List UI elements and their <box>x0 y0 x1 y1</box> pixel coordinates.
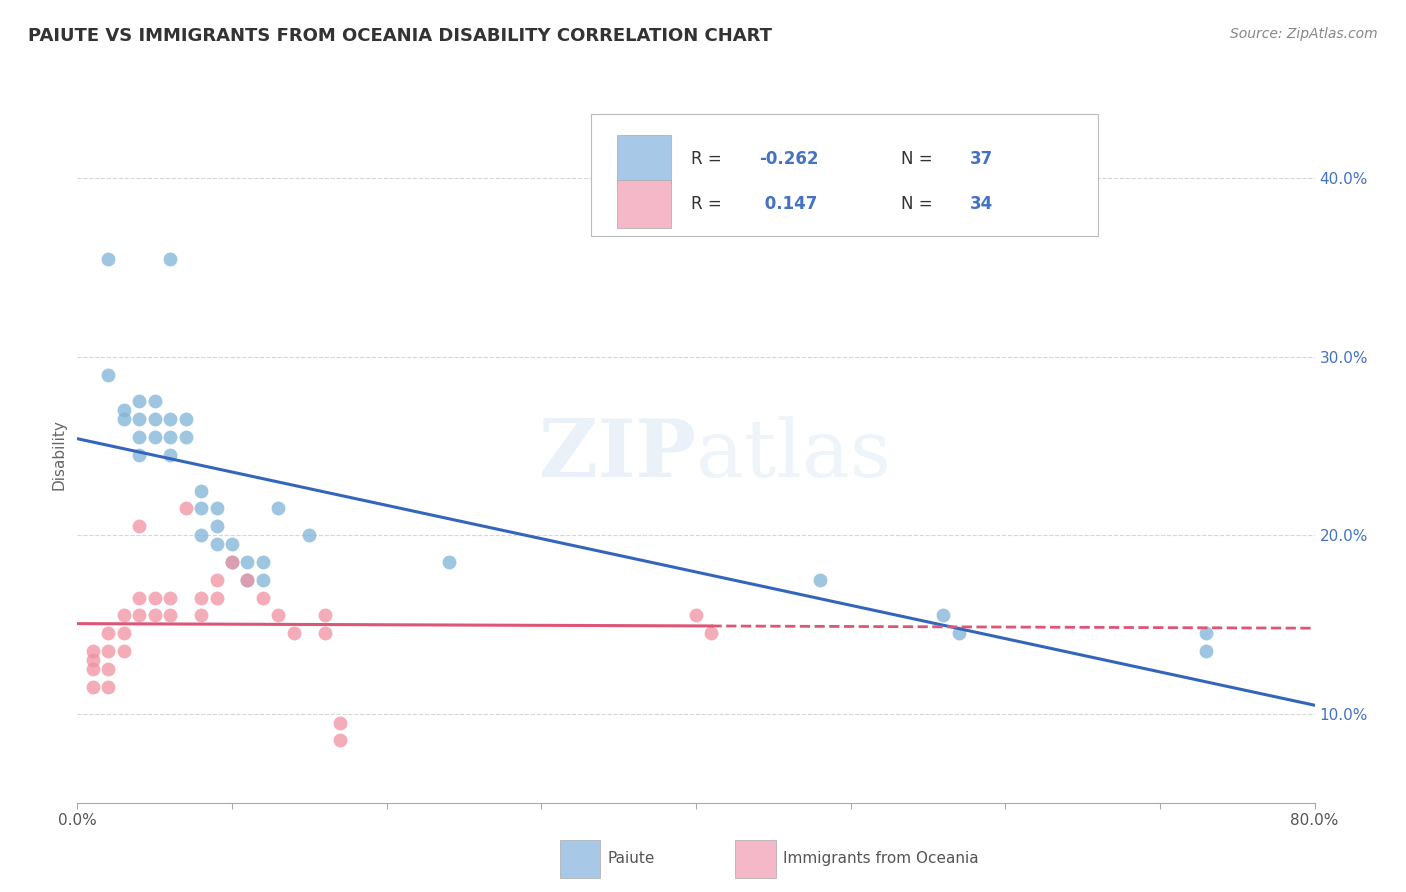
Point <box>112 608 135 623</box>
Point <box>205 591 228 605</box>
Text: -0.262: -0.262 <box>759 150 818 169</box>
Text: N =: N = <box>901 195 938 213</box>
Y-axis label: Disability: Disability <box>51 419 66 491</box>
Text: 37: 37 <box>969 150 993 169</box>
Text: Immigrants from Oceania: Immigrants from Oceania <box>783 852 979 866</box>
Point <box>112 403 135 417</box>
Point <box>128 591 150 605</box>
Point <box>128 394 150 409</box>
Point <box>329 733 352 747</box>
Point <box>252 555 274 569</box>
FancyBboxPatch shape <box>591 114 1098 235</box>
Point <box>1195 644 1218 658</box>
Point <box>700 626 723 640</box>
Point <box>298 528 321 542</box>
Point <box>82 644 104 658</box>
Point <box>314 608 336 623</box>
Point <box>252 591 274 605</box>
Text: 34: 34 <box>969 195 993 213</box>
Point <box>128 412 150 426</box>
Point <box>97 662 120 676</box>
Text: 0.147: 0.147 <box>759 195 817 213</box>
Text: atlas: atlas <box>696 416 891 494</box>
Text: Paiute: Paiute <box>607 852 655 866</box>
Point <box>112 412 135 426</box>
Point <box>267 608 290 623</box>
Point <box>932 608 955 623</box>
Point <box>236 573 259 587</box>
Point <box>221 537 243 551</box>
Point <box>128 608 150 623</box>
Point <box>1195 626 1218 640</box>
Point <box>205 537 228 551</box>
Point <box>82 662 104 676</box>
Point <box>174 412 197 426</box>
Point <box>685 608 707 623</box>
Text: N =: N = <box>901 150 938 169</box>
Point <box>97 680 120 694</box>
Point <box>437 555 460 569</box>
Text: R =: R = <box>690 195 727 213</box>
Point <box>159 252 181 266</box>
Text: PAIUTE VS IMMIGRANTS FROM OCEANIA DISABILITY CORRELATION CHART: PAIUTE VS IMMIGRANTS FROM OCEANIA DISABI… <box>28 27 772 45</box>
Point <box>267 501 290 516</box>
Point <box>236 555 259 569</box>
Point <box>159 412 181 426</box>
Text: Source: ZipAtlas.com: Source: ZipAtlas.com <box>1230 27 1378 41</box>
Point <box>97 252 120 266</box>
Point <box>190 591 212 605</box>
Point <box>205 519 228 533</box>
Point <box>174 501 197 516</box>
Point <box>97 368 120 382</box>
Point <box>236 573 259 587</box>
Point <box>128 448 150 462</box>
Point <box>252 573 274 587</box>
Point <box>112 626 135 640</box>
Text: ZIP: ZIP <box>538 416 696 494</box>
Point <box>948 626 970 640</box>
Point <box>159 448 181 462</box>
Point <box>174 430 197 444</box>
Point <box>283 626 305 640</box>
Point <box>97 644 120 658</box>
Point <box>190 528 212 542</box>
Point <box>190 501 212 516</box>
Point <box>159 430 181 444</box>
Point <box>205 573 228 587</box>
Point <box>82 653 104 667</box>
Point <box>205 501 228 516</box>
Point <box>808 573 831 587</box>
Text: R =: R = <box>690 150 727 169</box>
Point <box>112 644 135 658</box>
FancyBboxPatch shape <box>617 180 671 228</box>
Point <box>159 608 181 623</box>
Point <box>82 680 104 694</box>
Point <box>314 626 336 640</box>
Point <box>329 715 352 730</box>
Point <box>159 591 181 605</box>
Point <box>221 555 243 569</box>
Point <box>143 394 166 409</box>
Point <box>143 608 166 623</box>
FancyBboxPatch shape <box>617 136 671 183</box>
Point <box>190 608 212 623</box>
Point <box>221 555 243 569</box>
Point <box>143 430 166 444</box>
Point <box>97 626 120 640</box>
Point <box>128 519 150 533</box>
Point <box>143 591 166 605</box>
Point <box>128 430 150 444</box>
Point <box>143 412 166 426</box>
Point <box>190 483 212 498</box>
